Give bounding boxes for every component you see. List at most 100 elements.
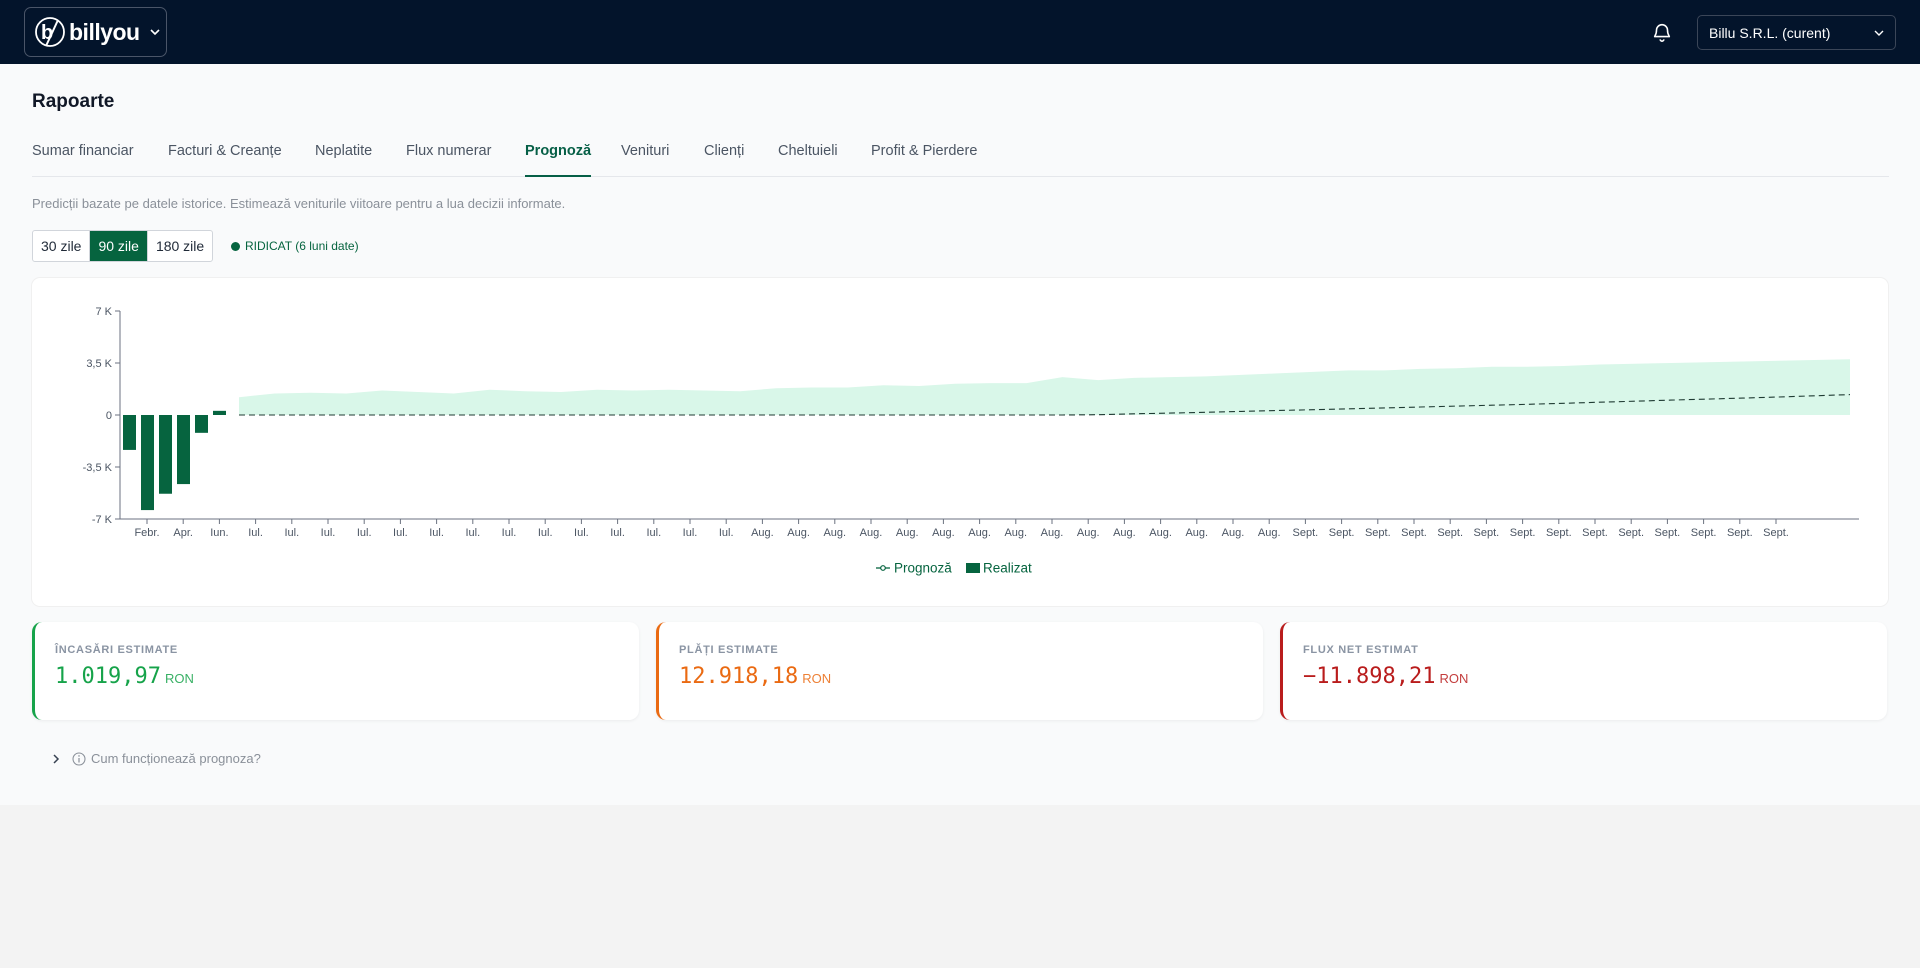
x-tick-label: Sept. [1727,527,1753,539]
forecast-chart: 7 K 3,5 K 0 -3,5 K -7 K Febr. Apr. Iun. Iul. Iul… [83,306,1859,576]
forecast-chart-card: 7 K 3,5 K 0 -3,5 K -7 K Febr. Apr. Iun. Iul. Iul… [32,278,1888,606]
stat-amount: 1.019,97 [55,664,161,689]
chevron-down-icon [1874,30,1884,36]
company-select[interactable]: Billu S.R.L. (curent) [1697,15,1896,50]
stat-label: ÎNCASĂRI ESTIMATE [55,644,178,656]
x-tick-label: Iul. [610,527,625,539]
x-tick-label: Aug. [1077,527,1100,539]
realizat-bar[interactable] [159,415,172,494]
realizat-bar[interactable] [141,415,154,511]
x-tick-label: Iul. [284,527,299,539]
chevron-right-icon [53,753,60,764]
forecast-description: Predicții bazate pe datele istorice. Est… [32,196,566,211]
x-tick-label: Iul. [321,527,336,539]
range-30-days-button[interactable]: 30 zile [33,231,91,261]
range-90-days-button[interactable]: 90 zile [90,231,148,261]
x-tick-label: Sept. [1437,527,1463,539]
tab-venituri[interactable]: Venituri [621,143,670,159]
y-tick-label: 0 [106,410,112,422]
x-tick-label: Iul. [393,527,408,539]
x-tick-label: Iul. [248,527,263,539]
x-tick-label: Sept. [1293,527,1319,539]
legend-swatch [966,563,980,573]
x-tick-label: Aug. [1113,527,1136,539]
realizat-bar[interactable] [177,415,190,485]
x-tick-label: Sept. [1655,527,1681,539]
stat-amount: 12.918,18 [679,664,799,689]
realizat-bar[interactable] [195,415,208,433]
report-tabs: Sumar financiar Facturi & Creanțe Neplat… [32,140,1889,177]
y-tick-label: 3,5 K [86,358,112,370]
stat-unit: RON [164,671,194,686]
x-tick-label: Iul. [357,527,372,539]
x-tick-label: Iul. [574,527,589,539]
confidence-badge: RIDICAT (6 luni date) [231,239,359,253]
realizat-bar[interactable] [123,415,136,450]
x-tick-label: Iul. [538,527,553,539]
x-tick-label: Sept. [1365,527,1391,539]
stat-value: 1.019,97 RON [55,664,194,689]
info-icon [72,751,86,766]
x-tick-label: Iul. [683,527,698,539]
x-tick-label: Sept. [1401,527,1427,539]
stat-card-net-flow: FLUX NET ESTIMAT −11.898,21 RON [1280,622,1887,720]
x-tick-label: Aug. [860,527,883,539]
x-tick-label: Aug. [823,527,846,539]
tab-prognoza[interactable]: Prognoză [525,140,592,177]
x-tick-label: Aug. [751,527,774,539]
legend-item-prognoza[interactable]: Prognoză [876,561,952,576]
x-tick-label: Sept. [1582,527,1608,539]
legend-label: Realizat [983,561,1032,576]
x-tick-label: Sept. [1510,527,1536,539]
tab-cheltuieli[interactable]: Cheltuieli [778,143,838,159]
x-tick-label: Sept. [1546,527,1572,539]
tab-profit-pierdere[interactable]: Profit & Pierdere [871,143,978,159]
logo-text: billyou [69,18,140,45]
x-tick-label: Iul. [429,527,444,539]
stat-unit: RON [1439,671,1469,686]
x-tick-label: Aug. [896,527,919,539]
x-tick-label: Aug. [1041,527,1064,539]
legend-item-realizat[interactable]: Realizat [966,561,1032,576]
stat-card-income: ÎNCASĂRI ESTIMATE 1.019,97 RON [32,622,639,720]
stat-amount: −11.898,21 [1303,664,1436,689]
reports-page: Rapoarte Sumar financiar Facturi & Crean… [0,64,1920,805]
x-tick-label: Aug. [932,527,955,539]
x-tick-label: Iul. [502,527,517,539]
stat-card-payments: PLĂȚI ESTIMATE 12.918,18 RON [656,622,1263,720]
x-tick-label: Sept. [1691,527,1717,539]
billyou-logo-icon: b [35,17,65,47]
stat-unit: RON [802,671,832,686]
company-logo-switcher[interactable]: b billyou [24,7,167,57]
tab-clienti[interactable]: Clienți [704,143,745,159]
chart-legend: Prognoză Realizat [876,561,1032,576]
tab-flux-numerar[interactable]: Flux numerar [406,143,492,159]
realizat-bar[interactable] [213,410,226,415]
tab-facturi-creante[interactable]: Facturi & Creanțe [168,143,282,159]
y-tick-label: 7 K [95,306,112,318]
x-tick-label: Sept. [1474,527,1500,539]
y-tick-label: -7 K [92,514,113,526]
status-dot-icon [231,241,240,251]
x-tick-label: Aug. [1004,527,1027,539]
x-tick-label: Aug. [787,527,810,539]
x-tick-label: Iul. [646,527,661,539]
x-tick-label: Aug. [1149,527,1172,539]
forecast-confidence-band [239,359,1850,415]
y-tick-label: -3,5 K [83,462,113,474]
x-tick-label: Aug. [1222,527,1245,539]
range-selector: 30 zile 90 zile 180 zile [32,230,214,262]
x-tick-label: Aug. [1185,527,1208,539]
x-tick-label: Iul. [719,527,734,539]
range-180-days-button[interactable]: 180 zile [155,238,205,254]
tab-neplatite[interactable]: Neplatite [315,143,373,159]
tab-sumar-financiar[interactable]: Sumar financiar [32,143,134,159]
page-title: Rapoarte [32,91,115,112]
how-forecast-works-label: Cum funcționează prognoza? [91,751,261,766]
stat-label: PLĂȚI ESTIMATE [679,644,779,656]
chevron-down-icon [150,29,160,36]
how-forecast-works-toggle[interactable]: Cum funcționează prognoza? [50,751,261,766]
notifications-bell-icon[interactable] [1651,21,1673,43]
x-tick-label: Aug. [1258,527,1281,539]
x-tick-label: Aug. [968,527,991,539]
